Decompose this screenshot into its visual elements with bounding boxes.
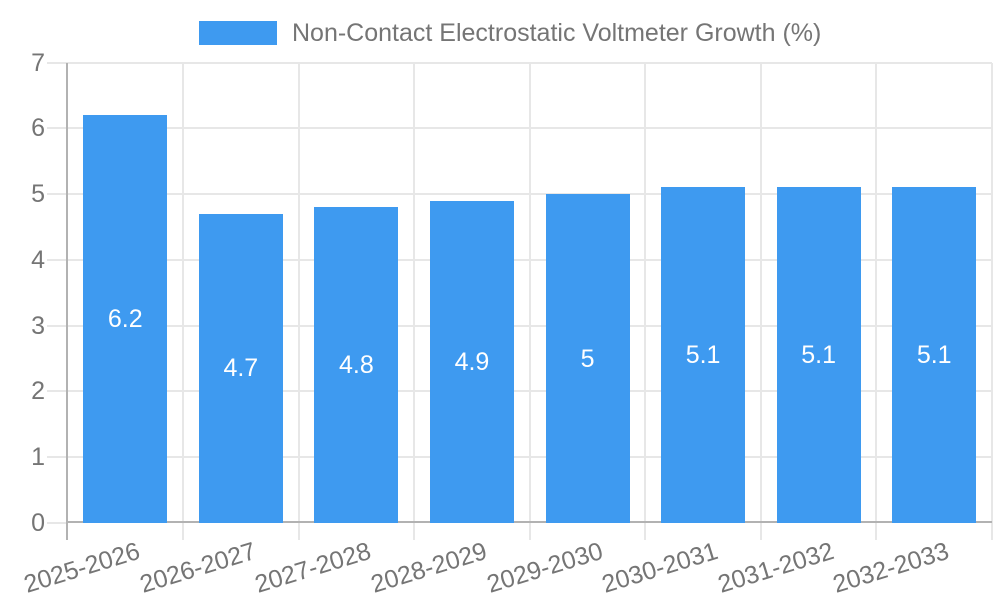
bar-value-label: 4.8	[339, 351, 374, 380]
y-axis-label: 4	[31, 245, 45, 274]
y-axis-line	[65, 62, 68, 540]
bar[interactable]	[198, 213, 283, 523]
x-gridline	[528, 62, 531, 523]
legend-item[interactable]: Non-Contact Electrostatic Voltmeter Grow…	[199, 19, 821, 47]
y-tick	[46, 456, 68, 459]
x-tick	[875, 523, 878, 540]
bar[interactable]	[661, 187, 746, 523]
y-tick	[46, 258, 68, 261]
x-axis-line	[65, 521, 992, 523]
y-axis-label: 2	[31, 377, 45, 406]
bar-value-label: 4.7	[223, 354, 259, 383]
x-tick	[991, 523, 993, 540]
x-tick	[413, 523, 416, 540]
bar[interactable]	[314, 207, 399, 523]
x-gridline	[644, 62, 647, 523]
bar-value-label: 5.1	[801, 341, 837, 370]
y-axis-label: 3	[31, 311, 45, 340]
bar-value-label: 5	[580, 344, 595, 373]
bar[interactable]	[83, 115, 168, 523]
x-gridline	[413, 62, 416, 523]
x-gridline	[759, 62, 762, 523]
legend-swatch	[199, 21, 277, 45]
x-gridline	[297, 62, 300, 523]
x-tick	[528, 523, 531, 540]
y-axis-label: 1	[31, 443, 45, 472]
bar-value-label: 4.9	[454, 347, 490, 376]
y-tick	[46, 61, 68, 64]
y-tick	[46, 390, 68, 393]
bar[interactable]	[776, 187, 861, 523]
y-axis-label: 6	[31, 114, 45, 143]
bar[interactable]	[545, 194, 630, 523]
x-gridline	[182, 62, 185, 523]
y-tick	[46, 127, 68, 130]
y-tick	[46, 324, 68, 327]
x-tick	[759, 523, 762, 540]
x-tick	[297, 523, 300, 540]
x-tick	[644, 523, 647, 540]
legend: Non-Contact Electrostatic Voltmeter Grow…	[199, 19, 821, 47]
bar-value-label: 5.1	[685, 341, 721, 370]
x-gridline	[875, 62, 878, 523]
bar[interactable]	[892, 187, 977, 523]
bar-value-label: 6.2	[107, 305, 143, 334]
y-axis-label: 5	[31, 180, 45, 209]
y-tick	[46, 522, 68, 524]
legend-label: Non-Contact Electrostatic Voltmeter Grow…	[292, 19, 822, 47]
bar[interactable]	[429, 200, 514, 523]
y-axis-label: 7	[31, 48, 45, 77]
x-gridline	[991, 62, 993, 523]
bar-value-label: 5.1	[916, 341, 952, 370]
y-axis-label: 0	[31, 509, 45, 537]
y-tick	[46, 193, 68, 196]
x-tick	[182, 523, 185, 540]
